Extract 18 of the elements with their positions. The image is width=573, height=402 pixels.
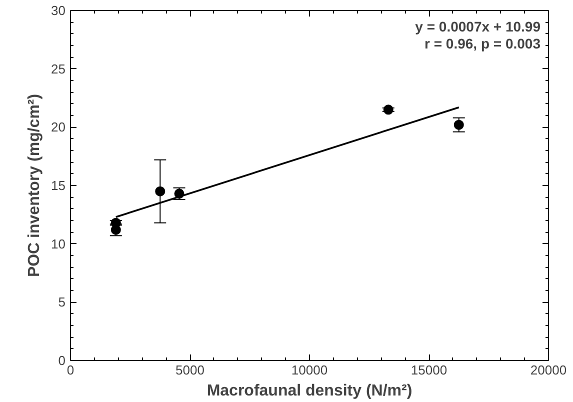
point [155,186,166,196]
annotation: r = 0.96, p = 0.003 [424,36,541,52]
y-tick-label: 25 [51,61,66,76]
y-tick-label: 5 [58,294,66,310]
point [454,120,464,130]
annotation: y = 0.0007x + 10.99 [415,18,541,34]
x-axis-title: Macrofaunal density (N/m²) [206,382,412,400]
y-tick-label: 15 [51,178,66,193]
y-tick-label: 30 [51,3,66,18]
y-tick-label: 20 [51,120,66,135]
x-tick-label: 15000 [410,362,448,378]
x-tick-label: 10000 [291,362,328,378]
point [383,104,394,115]
x-tick-label: 5000 [176,362,204,378]
x-tick-label: 20000 [530,362,567,378]
y-tick-label: 10 [51,236,66,252]
y-axis-title: POC inventory (mg/cm²) [26,94,44,278]
y-tick-label: 0 [58,353,66,368]
